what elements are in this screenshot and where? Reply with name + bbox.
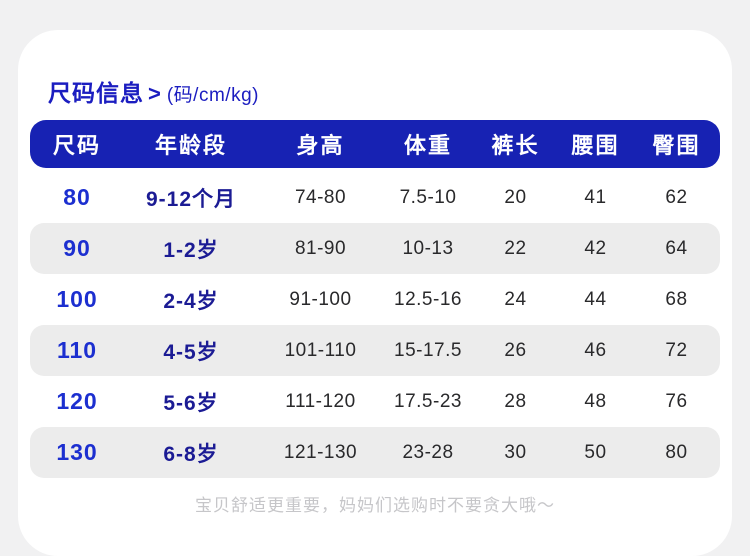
height-cell: 74-80 — [294, 186, 347, 208]
chevron-right-icon: > — [148, 81, 161, 106]
height-cell: 121-130 — [283, 441, 358, 463]
age-cell: 5-6岁 — [163, 391, 219, 415]
table-row: 90 1-2岁 81-90 10-13 22 42 64 — [30, 223, 720, 274]
size-cell: 110 — [56, 337, 98, 363]
age-cell: 9-12个月 — [145, 187, 237, 211]
weight-cell: 23-28 — [402, 441, 454, 463]
size-cell: 90 — [63, 235, 91, 261]
height-cell: 101-110 — [284, 339, 357, 361]
weight-cell: 7.5-10 — [399, 186, 457, 208]
column-header-waist: 腰围 — [571, 133, 620, 158]
height-cell: 111-120 — [285, 390, 356, 412]
waist-cell: 50 — [584, 441, 607, 463]
table-row: 80 9-12个月 74-80 7.5-10 20 41 62 — [30, 172, 720, 223]
pants-length-cell: 30 — [504, 441, 527, 463]
column-header-height: 身高 — [296, 133, 345, 158]
pants-length-cell: 20 — [504, 186, 527, 208]
pants-length-cell: 24 — [504, 288, 527, 310]
weight-cell: 15-17.5 — [394, 339, 462, 361]
hip-cell: 72 — [665, 339, 688, 361]
hip-cell: 68 — [665, 288, 688, 310]
size-cell: 80 — [63, 184, 91, 210]
table-row: 110 4-5岁 101-110 15-17.5 26 46 72 — [30, 325, 720, 376]
table-row: 120 5-6岁 111-120 17.5-23 28 48 76 — [30, 376, 720, 427]
waist-cell: 44 — [584, 288, 607, 310]
table-header-row: 尺码 年龄段 身高 体重 裤长 腰围 臀围 — [30, 120, 720, 168]
weight-cell: 10-13 — [402, 237, 454, 259]
column-header-weight: 体重 — [403, 133, 452, 158]
size-table-body: 80 9-12个月 74-80 7.5-10 20 41 62 90 1-2岁 81-90 10-1… — [30, 172, 720, 478]
waist-cell: 48 — [584, 390, 607, 412]
pants-length-cell: 28 — [504, 390, 527, 412]
size-cell: 100 — [56, 286, 98, 312]
table-row: 130 6-8岁 121-130 23-28 30 50 80 — [30, 427, 720, 478]
pants-length-cell: 26 — [504, 339, 527, 361]
age-cell: 2-4岁 — [163, 289, 219, 313]
weight-cell: 12.5-16 — [394, 288, 462, 310]
age-cell: 6-8岁 — [163, 442, 219, 466]
size-info-card: 尺码信息 > (码/cm/kg) 尺码 年龄段 身高 体重 裤长 腰围 臀围 8… — [18, 30, 732, 556]
age-cell: 1-2岁 — [163, 238, 219, 262]
column-header-hip: 臀围 — [652, 133, 701, 158]
footer-note: 宝贝舒适更重要，妈妈们选购时不要贪大哦～ — [195, 496, 555, 515]
column-header-size: 尺码 — [52, 133, 101, 158]
size-info-title-link[interactable]: 尺码信息 > (码/cm/kg) — [30, 74, 720, 106]
table-row: 100 2-4岁 91-100 12.5-16 24 44 68 — [30, 274, 720, 325]
waist-cell: 42 — [584, 237, 607, 259]
weight-cell: 17.5-23 — [394, 390, 462, 412]
size-cell: 130 — [56, 439, 98, 465]
hip-cell: 64 — [665, 237, 688, 259]
height-cell: 91-100 — [289, 288, 352, 310]
column-header-pants-length: 裤长 — [491, 133, 540, 158]
size-cell: 120 — [56, 388, 98, 414]
hip-cell: 80 — [665, 441, 688, 463]
hip-cell: 76 — [665, 390, 688, 412]
waist-cell: 41 — [584, 186, 607, 208]
pants-length-cell: 22 — [504, 237, 527, 259]
age-cell: 4-5岁 — [163, 340, 219, 364]
height-cell: 81-90 — [294, 237, 347, 259]
units-label: (码/cm/kg) — [166, 85, 259, 106]
column-header-age: 年龄段 — [154, 133, 227, 158]
hip-cell: 62 — [665, 186, 688, 208]
page-title: 尺码信息 — [48, 80, 144, 106]
waist-cell: 46 — [584, 339, 607, 361]
